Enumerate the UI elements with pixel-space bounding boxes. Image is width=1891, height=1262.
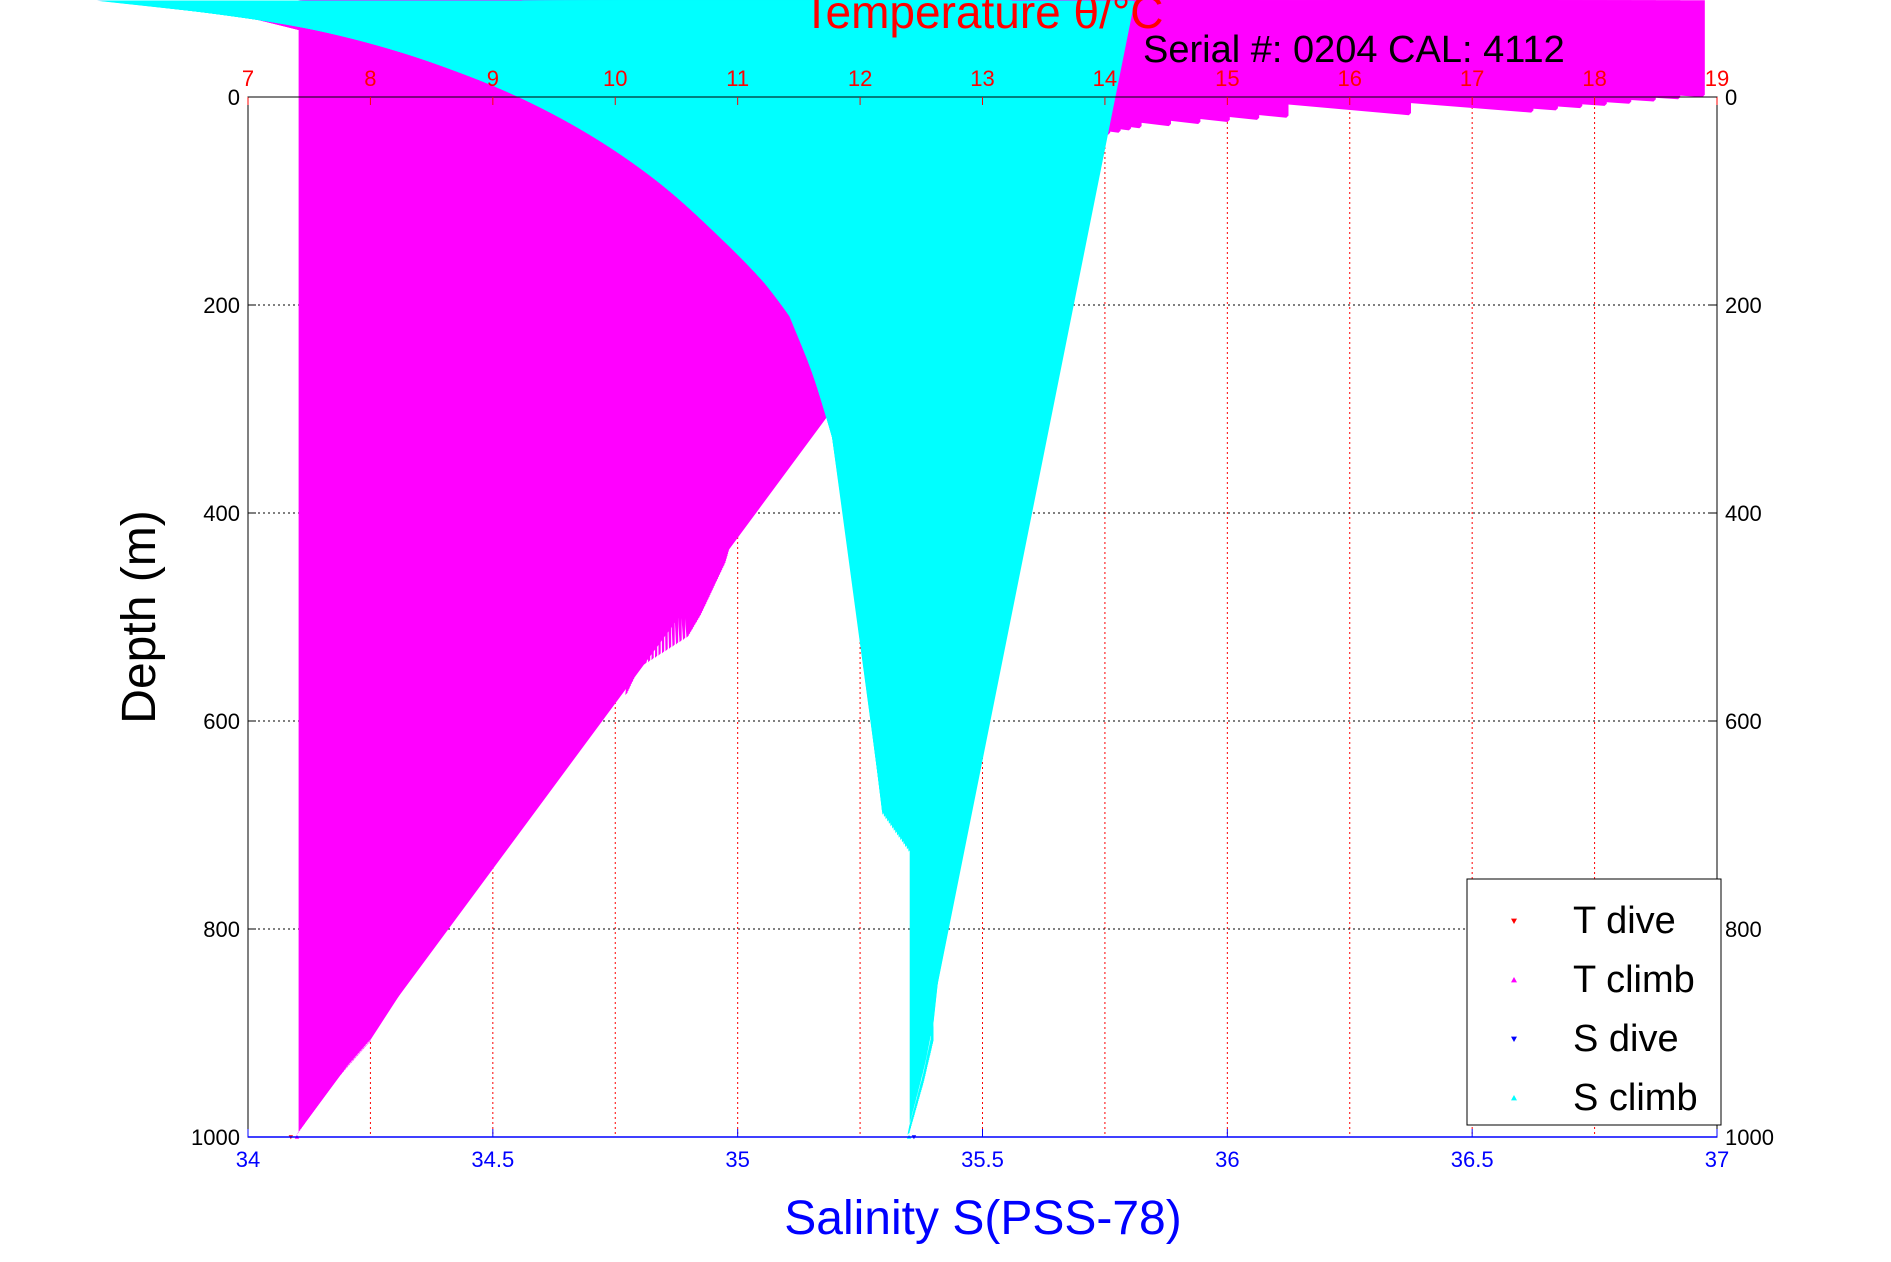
serial-label: Serial #: 0204 CAL: 4112	[1143, 29, 1565, 71]
temperature-tick-label: 19	[1705, 66, 1729, 91]
depth-tick-label-left: 1000	[191, 1125, 240, 1150]
salinity-tick-label: 36.5	[1451, 1147, 1494, 1172]
salinity-tick-label: 35	[725, 1147, 749, 1172]
depth-tick-label-left: 400	[203, 501, 240, 526]
top-axis-title: Temperature θ/°C	[803, 0, 1164, 38]
depth-tick-label-left: 600	[203, 709, 240, 734]
data-point	[295, 0, 298, 1127]
temperature-tick-label: 14	[1093, 66, 1117, 91]
temperature-tick-label: 13	[970, 66, 994, 91]
legend-label-t-dive: T dive	[1573, 900, 1676, 942]
depth-tick-label-left: 800	[203, 917, 240, 942]
salinity-tick-label: 35.5	[961, 1147, 1004, 1172]
temperature-tick-label: 10	[603, 66, 627, 91]
legend-label-s-climb: S climb	[1573, 1077, 1698, 1119]
legend-box	[1466, 878, 1722, 1126]
depth-tick-label-right: 800	[1725, 917, 1762, 942]
temperature-tick-label: 17	[1460, 66, 1484, 91]
depth-tick-label-right: 400	[1725, 501, 1762, 526]
salinity-tick-label: 37	[1705, 1147, 1729, 1172]
temperature-tick-label: 11	[726, 66, 749, 91]
legend-marker-t-dive	[1511, 918, 1517, 924]
temperature-tick-label: 15	[1215, 66, 1239, 91]
legend-marker-s-climb	[1511, 1095, 1517, 1101]
bottom-axis-title: Salinity S(PSS-78)	[784, 1192, 1181, 1245]
data-point	[293, 0, 296, 1129]
grid-layer	[248, 97, 1717, 1137]
salinity-tick-label: 36	[1215, 1147, 1239, 1172]
data-point	[907, 0, 1135, 1135]
depth-tick-label-right: 0	[1725, 85, 1737, 110]
legend-marker-s-dive	[1511, 1036, 1517, 1042]
legend: T dive T climb S dive S climb	[1466, 878, 1722, 1126]
depth-tick-label-left: 200	[203, 293, 240, 318]
salinity-tick-label: 34.5	[471, 1147, 514, 1172]
series-layer	[97, 0, 1705, 1140]
temperature-tick-label: 18	[1582, 66, 1606, 91]
temperature-tick-label: 7	[242, 66, 254, 91]
depth-tick-label-right: 1000	[1725, 1125, 1774, 1150]
depth-tick-label-right: 600	[1725, 709, 1762, 734]
legend-label-t-climb: T climb	[1573, 959, 1695, 1001]
temperature-tick-label: 16	[1338, 66, 1362, 91]
salinity-tick-label: 34	[236, 1147, 260, 1172]
legend-marker-t-climb	[1511, 977, 1517, 983]
depth-tick-label-left: 0	[228, 85, 240, 110]
temperature-tick-label: 8	[364, 66, 376, 91]
legend-label-s-dive: S dive	[1573, 1018, 1679, 1060]
temperature-tick-label: 12	[848, 66, 872, 91]
series-s-climb	[97, 0, 1135, 1139]
data-point	[290, 0, 293, 1133]
temperature-tick-label: 9	[487, 66, 499, 91]
data-point	[292, 0, 295, 1131]
y-axis-title: Depth (m)	[113, 510, 166, 723]
depth-tick-label-right: 200	[1725, 293, 1762, 318]
